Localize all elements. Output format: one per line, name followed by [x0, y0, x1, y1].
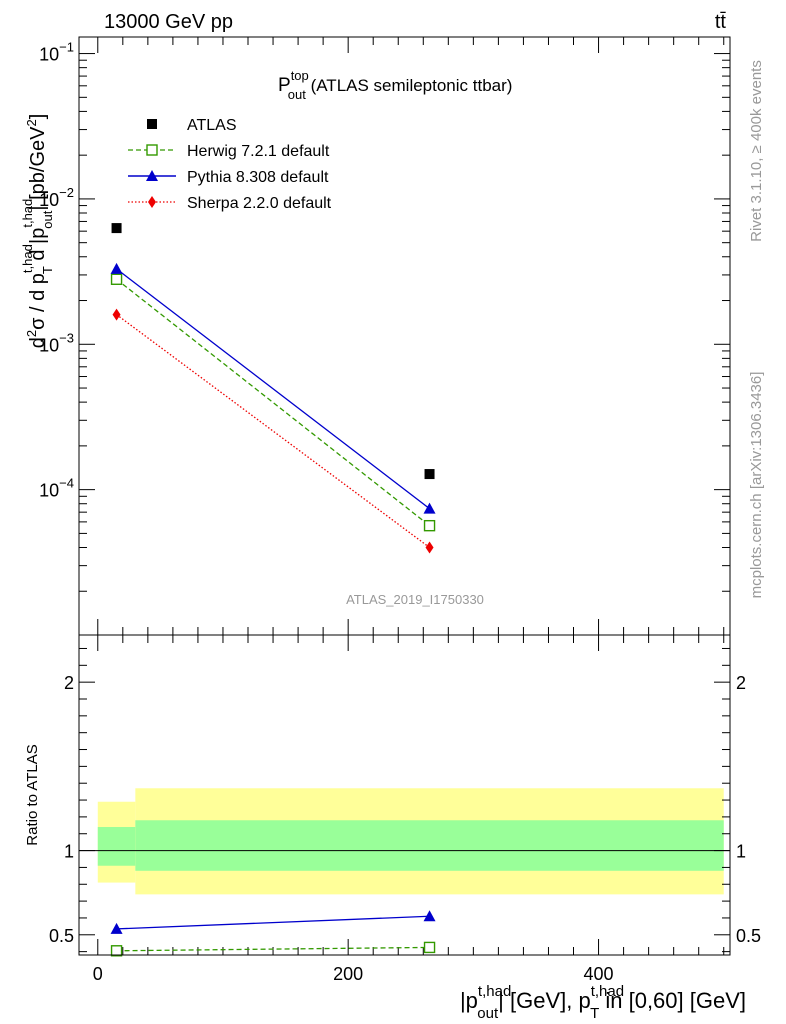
series-sherpa-2-2-0-default — [112, 308, 434, 554]
ratio-point — [423, 941, 436, 954]
series-pythia-8-308-default — [110, 262, 436, 514]
svg-text:Pythia 8.308 default: Pythia 8.308 default — [187, 169, 329, 186]
ratio-axis-ticks: 0.5 0.5 1 1 2 2 0 200 400 — [49, 635, 761, 984]
data-point — [423, 519, 436, 532]
ytick-base: 10 — [39, 481, 59, 501]
ratio-ylabel: Ratio to ATLAS — [24, 744, 41, 845]
xtick-label: 400 — [584, 964, 614, 984]
header-right-label: tt̄ — [715, 11, 727, 33]
series-herwig-7-2-1-default — [110, 273, 436, 532]
plot-title: Ptop out (ATLAS semileptonic ttbar) — [278, 68, 512, 102]
data-point — [425, 541, 434, 554]
ratio-ytick-label-right: 0.5 — [736, 926, 761, 946]
title-rest: (ATLAS semileptonic ttbar) — [306, 76, 513, 95]
svg-text:Herwig 7.2.1 default: Herwig 7.2.1 default — [187, 143, 330, 160]
ratio-series-herwig-7-2-1-default — [110, 941, 436, 957]
ratio-ytick-label-left: 2 — [64, 673, 74, 693]
main-panel: 10−110−210−310−4 Ptop out (ATLAS semilept… — [20, 36, 731, 636]
legend-entry-atlas: ATLAS — [147, 117, 237, 134]
data-point — [110, 273, 123, 285]
ratio-uncertainty-bands — [97, 788, 724, 895]
ratio-line — [116, 946, 430, 952]
ytick-base: 10 — [39, 190, 59, 210]
main-ytick-label: 10−1 — [39, 40, 74, 65]
mcplots-label: mcplots.cern.ch [arXiv:1306.3436] — [748, 372, 765, 599]
title-main: P — [278, 75, 291, 96]
main-ytick-label: 10−2 — [39, 185, 74, 210]
title-sup: top — [291, 68, 309, 83]
data-point — [423, 502, 436, 514]
header-left-label: 13000 GeV pp — [104, 11, 233, 33]
ytick-exponent: −4 — [59, 476, 74, 491]
main-ytick-label: 10−3 — [39, 330, 74, 355]
data-point — [112, 308, 121, 321]
ratio-panel: 0.5 0.5 1 1 2 2 0 200 400 Ratio to ATLAS |pt,had… — [24, 634, 761, 1022]
ratio-series — [110, 910, 436, 957]
main-ylabel: d2σ / d pt,had T d |pt,had out| [pb/GeV2] — [20, 114, 55, 349]
ratio-series-pythia-8-308-default — [110, 910, 436, 934]
legend-entry-pythia: Pythia 8.308 default — [128, 169, 329, 186]
legend-entry-herwig: Herwig 7.2.1 default — [128, 143, 330, 160]
band-inner — [135, 820, 724, 871]
ratio-xlabel: |pt,had out| [GeV], pt,had T in [0,60] [Ge… — [460, 983, 746, 1022]
rivet-label: Rivet 3.1.10, ≥ 400k events — [748, 60, 765, 242]
main-series — [110, 223, 436, 554]
ytick-base: 10 — [39, 45, 59, 65]
svg-text:Sherpa 2.2.0 default: Sherpa 2.2.0 default — [187, 195, 332, 212]
ratio-point — [110, 945, 123, 957]
ratio-point — [423, 910, 436, 922]
analysis-watermark: ATLAS_2019_I1750330 — [346, 592, 484, 607]
main-axis-ticks: 10−110−210−310−4 — [39, 37, 730, 636]
ratio-line — [116, 915, 430, 930]
ratio-ytick-label-left: 0.5 — [49, 926, 74, 946]
ytick-base: 10 — [39, 335, 59, 355]
series-line — [116, 314, 430, 549]
series-line — [116, 278, 430, 527]
main-ytick-label: 10−4 — [39, 476, 74, 501]
xtick-label: 0 — [93, 964, 103, 984]
ratio-ytick-label-right: 1 — [736, 842, 746, 862]
ratio-ytick-label-left: 1 — [64, 842, 74, 862]
ratio-frame — [78, 634, 731, 956]
band-inner — [97, 827, 136, 866]
main-frame — [78, 36, 731, 636]
series-line — [116, 268, 430, 510]
series-atlas — [111, 223, 435, 480]
data-point — [110, 262, 123, 274]
xtick-label: 200 — [333, 964, 363, 984]
ratio-ytick-label-right: 2 — [736, 673, 746, 693]
svg-text:ATLAS: ATLAS — [187, 117, 237, 134]
legend-entry-sherpa: Sherpa 2.2.0 default — [128, 195, 332, 212]
ratio-point — [110, 922, 123, 934]
legend: ATLAS Herwig 7.2.1 default Pythia 8.308 … — [128, 117, 332, 212]
title-sub: out — [288, 87, 306, 102]
data-point — [424, 469, 435, 480]
ytick-exponent: −1 — [59, 40, 74, 55]
ytick-exponent: −2 — [59, 185, 74, 200]
ytick-exponent: −3 — [59, 330, 74, 345]
data-point — [111, 223, 122, 234]
